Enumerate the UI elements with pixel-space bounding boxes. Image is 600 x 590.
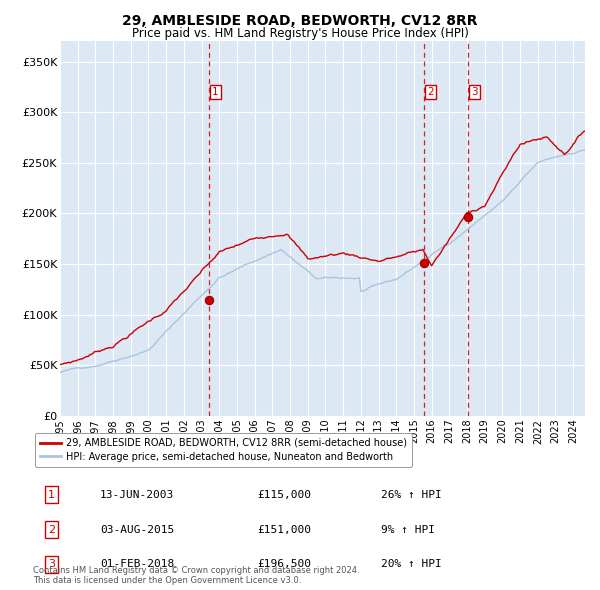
- Text: 2: 2: [427, 87, 433, 97]
- Text: 3: 3: [48, 559, 55, 569]
- Text: 13-JUN-2003: 13-JUN-2003: [100, 490, 175, 500]
- Text: 9% ↑ HPI: 9% ↑ HPI: [381, 525, 435, 535]
- Text: 1: 1: [48, 490, 55, 500]
- Text: Price paid vs. HM Land Registry's House Price Index (HPI): Price paid vs. HM Land Registry's House …: [131, 27, 469, 40]
- Text: 26% ↑ HPI: 26% ↑ HPI: [381, 490, 442, 500]
- Text: £151,000: £151,000: [257, 525, 311, 535]
- Text: £115,000: £115,000: [257, 490, 311, 500]
- Text: 3: 3: [471, 87, 478, 97]
- Text: 29, AMBLESIDE ROAD, BEDWORTH, CV12 8RR: 29, AMBLESIDE ROAD, BEDWORTH, CV12 8RR: [122, 14, 478, 28]
- Legend: 29, AMBLESIDE ROAD, BEDWORTH, CV12 8RR (semi-detached house), HPI: Average price: 29, AMBLESIDE ROAD, BEDWORTH, CV12 8RR (…: [35, 433, 412, 467]
- Text: 20% ↑ HPI: 20% ↑ HPI: [381, 559, 442, 569]
- Text: £196,500: £196,500: [257, 559, 311, 569]
- Text: 1: 1: [212, 87, 218, 97]
- Text: Contains HM Land Registry data © Crown copyright and database right 2024.
This d: Contains HM Land Registry data © Crown c…: [33, 566, 359, 585]
- Text: 2: 2: [48, 525, 55, 535]
- Text: 01-FEB-2018: 01-FEB-2018: [100, 559, 175, 569]
- Text: 03-AUG-2015: 03-AUG-2015: [100, 525, 175, 535]
